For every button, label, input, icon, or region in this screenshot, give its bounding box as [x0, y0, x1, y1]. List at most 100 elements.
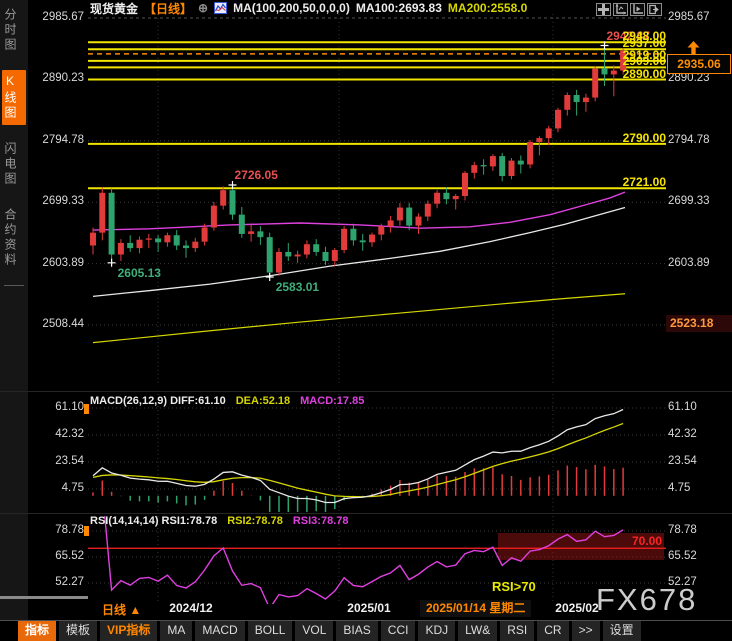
main-left-axis-label: 2603.89 — [42, 256, 84, 269]
candles — [90, 45, 627, 278]
vol-button[interactable]: VOL — [295, 621, 334, 641]
rsi-left-axis-label: 65.52 — [55, 550, 84, 562]
date-axis: 日线 ▲ 2024/12 2025/01 2025/01/14 星期二 2025… — [0, 600, 732, 619]
main-right-axis-label: 2699.33 — [668, 195, 710, 208]
indicator-button[interactable]: 指标 — [18, 621, 57, 641]
level-label: 2919.00 — [622, 47, 666, 62]
macd-dea-value: DEA:52.18 — [235, 395, 291, 407]
date-tick: 2025/02 — [555, 601, 599, 615]
level-label: 2721.00 — [622, 175, 666, 190]
cr-button[interactable]: CR — [537, 621, 569, 641]
rsi-right-axis-label: 78.78 — [668, 524, 697, 536]
main-right-axis-label: 2890.23 — [668, 72, 710, 85]
macd-left-axis-label: 23.54 — [55, 454, 84, 467]
macd-left-axis-label: 4.75 — [61, 481, 84, 494]
rsi1-value: RSI(14,14,14) RSI1:78.78 — [90, 515, 218, 527]
main-left-axis-label: 2890.23 — [42, 72, 84, 85]
macd-legend: MACD(26,12,9) DIFF:61.10 DEA:52.18 MACD:… — [90, 395, 364, 407]
rsi-overbought-label: 70.00 — [631, 534, 662, 548]
add-compare-icon[interactable]: ⊕ — [198, 1, 209, 15]
macd-hist-value: MACD:17.85 — [300, 395, 365, 407]
rsi-legend: RSI(14,14,14) RSI1:78.78 RSI2:78.78 RSI3… — [90, 515, 349, 527]
hscroll-stub[interactable] — [0, 596, 88, 599]
indicator-toolbar: 指标 模板 VIP指标 MA MACD BOLL VOL BIAS CCI KDJ LW& RSI CR… — [0, 620, 732, 641]
main-left-axis-label: 2794.78 — [42, 133, 84, 146]
template-button[interactable]: 模板 — [59, 621, 98, 641]
price-up-arrow-icon — [687, 41, 700, 59]
rsi-annotation: RSI>70 — [492, 579, 536, 594]
date-tick: 2025/01 — [347, 601, 391, 615]
ma200-value: MA200:2558.0 — [447, 1, 528, 15]
main-left-axis-label: 2508.44 — [42, 318, 84, 330]
shift-right-icon[interactable] — [647, 3, 662, 16]
macd-left-axis-label: 61.10 — [55, 400, 84, 413]
price-annotation: 2942.87 — [606, 28, 650, 43]
level-label: 2937.00 — [622, 36, 666, 51]
ma-params: MA(100,200,50,0,0,0) — [233, 1, 350, 15]
macd-right-axis-label: 4.75 — [668, 481, 691, 494]
period-tag[interactable]: 【日线】 — [144, 1, 193, 16]
kdj-button[interactable]: KDJ — [418, 621, 456, 641]
main-left-axis-label: 2985.67 — [42, 11, 84, 23]
level-label: 2948.00 — [622, 29, 666, 44]
vip-indicator-button[interactable]: VIP指标 — [100, 621, 158, 641]
date-tick: 2024/12 — [169, 601, 213, 615]
main-right-axis-label: 2794.78 — [668, 133, 710, 146]
sidebar-divider — [4, 285, 24, 286]
period-selector[interactable]: 日线 ▲ — [102, 603, 142, 617]
macd-panel-marker — [84, 404, 89, 414]
rsi-indicator-chart[interactable] — [88, 516, 666, 604]
macd-indicator-chart[interactable] — [88, 394, 666, 512]
cci-button[interactable]: CCI — [380, 621, 416, 641]
panel-divider — [0, 391, 732, 392]
level-label: 2909.00 — [622, 54, 666, 69]
boll-button[interactable]: BOLL — [247, 621, 293, 641]
more-button[interactable]: >> — [571, 621, 600, 641]
rsi-right-axis-label: 52.27 — [668, 575, 697, 588]
ma-button[interactable]: MA — [160, 621, 193, 641]
settings-button[interactable]: 设置 — [602, 621, 641, 641]
ma-indicator-icon[interactable] — [214, 2, 228, 14]
sidebar-item-lightning[interactable]: 闪电图 — [3, 142, 17, 187]
macd-histogram — [92, 464, 624, 512]
macd-right-axis-label: 23.54 — [668, 454, 697, 467]
main-left-axis-label: 2699.33 — [42, 195, 84, 208]
rsi2-value: RSI2:78.78 — [227, 515, 283, 527]
chart-legend: 现货黄金 【日线】 ⊕ MA(100,200,50,0,0,0) MA100:2… — [90, 1, 528, 16]
lw-button[interactable]: LW& — [458, 621, 498, 641]
price-annotation: 2583.01 — [275, 280, 320, 295]
right-axis-highlight: 2523.18 — [666, 315, 732, 332]
level-label: 2790.00 — [622, 130, 666, 145]
rsi-button[interactable]: RSI — [500, 621, 535, 641]
panel-divider — [0, 513, 732, 514]
axis-play-icon[interactable] — [630, 3, 645, 16]
chart-tools — [596, 3, 662, 16]
selected-date-label: 2025/01/14 星期二 — [420, 600, 532, 617]
sidebar-item-timechart[interactable]: 分时图 — [3, 8, 17, 53]
macd-diff-value: MACD(26,12,9) DIFF:61.10 — [90, 395, 226, 407]
macd-right-axis-label: 61.10 — [668, 400, 697, 413]
main-right-axis-label: 2985.67 — [668, 11, 710, 23]
rsi-left-axis-label: 78.78 — [55, 524, 84, 536]
ma100-value: MA100:2693.83 — [355, 1, 442, 15]
main-right-axis-label: 2603.89 — [668, 256, 710, 269]
rsi3-value: RSI3:78.78 — [292, 515, 349, 527]
macd-button[interactable]: MACD — [195, 621, 245, 641]
rsi-right-axis-label: 65.52 — [668, 550, 697, 562]
symbol-name: 现货黄金 — [90, 1, 139, 16]
macd-right-axis-label: 42.32 — [668, 427, 697, 440]
sidebar-item-contract-info[interactable]: 合约资料 — [3, 208, 17, 268]
axis-zoom-icon[interactable] — [613, 3, 628, 16]
bias-button[interactable]: BIAS — [336, 621, 378, 641]
rsi-left-axis-label: 52.27 — [55, 575, 84, 588]
price-annotation: 2726.05 — [234, 168, 278, 182]
current-price-box: 2935.06 — [667, 54, 731, 74]
sidebar-item-kline[interactable]: K线图 — [2, 70, 26, 125]
level-label: 2890.00 — [622, 66, 666, 81]
main-price-chart[interactable] — [88, 14, 666, 386]
price-annotation: 2605.13 — [117, 265, 161, 280]
rsi-panel-marker — [84, 526, 89, 536]
sidebar: 分时图 K线图 闪电图 合约资料 — [0, 0, 28, 641]
crosshair-pan-icon[interactable] — [596, 3, 611, 16]
macd-left-axis-label: 42.32 — [55, 427, 84, 440]
